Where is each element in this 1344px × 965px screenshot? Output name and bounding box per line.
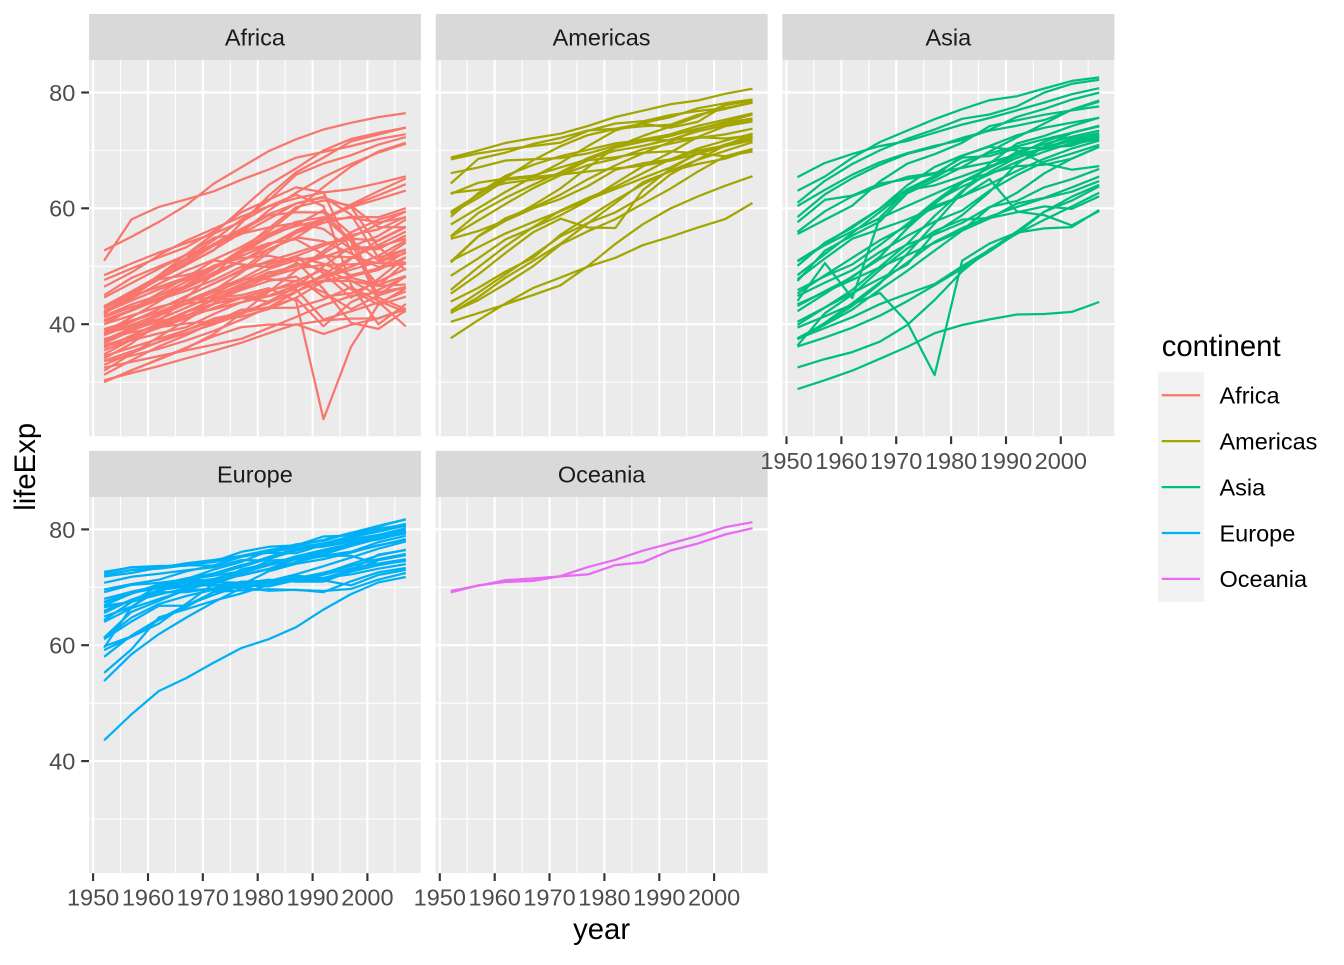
svg-text:Oceania: Oceania <box>558 461 646 487</box>
svg-text:2000: 2000 <box>341 885 393 911</box>
svg-text:1960: 1960 <box>122 885 174 911</box>
svg-text:Africa: Africa <box>225 25 286 51</box>
svg-text:40: 40 <box>49 749 75 775</box>
svg-text:1960: 1960 <box>815 448 867 474</box>
svg-text:Europe: Europe <box>1220 520 1296 546</box>
svg-text:40: 40 <box>49 312 75 338</box>
svg-text:60: 60 <box>49 196 75 222</box>
svg-text:Asia: Asia <box>1220 474 1267 500</box>
svg-text:1990: 1990 <box>980 448 1032 474</box>
svg-text:2000: 2000 <box>1035 448 1087 474</box>
svg-text:1990: 1990 <box>286 885 338 911</box>
svg-text:2000: 2000 <box>688 885 740 911</box>
svg-text:1970: 1970 <box>870 448 922 474</box>
svg-text:Americas: Americas <box>1220 429 1318 455</box>
svg-text:year: year <box>573 913 630 946</box>
svg-text:1950: 1950 <box>67 885 119 911</box>
svg-text:1980: 1980 <box>925 448 977 474</box>
svg-text:1970: 1970 <box>523 885 575 911</box>
svg-text:continent: continent <box>1162 330 1281 363</box>
svg-text:Americas: Americas <box>553 25 651 51</box>
svg-text:1990: 1990 <box>633 885 685 911</box>
svg-text:Africa: Africa <box>1220 383 1281 409</box>
svg-text:80: 80 <box>49 517 75 543</box>
svg-text:1980: 1980 <box>578 885 630 911</box>
svg-text:1970: 1970 <box>177 885 229 911</box>
svg-text:Oceania: Oceania <box>1220 566 1308 592</box>
svg-text:Europe: Europe <box>217 461 293 487</box>
svg-text:80: 80 <box>49 80 75 106</box>
svg-text:lifeExp: lifeExp <box>9 423 42 511</box>
svg-text:1950: 1950 <box>414 885 466 911</box>
svg-text:1980: 1980 <box>232 885 284 911</box>
svg-text:60: 60 <box>49 633 75 659</box>
svg-text:Asia: Asia <box>925 25 972 51</box>
svg-text:1960: 1960 <box>469 885 521 911</box>
svg-text:1950: 1950 <box>760 448 812 474</box>
